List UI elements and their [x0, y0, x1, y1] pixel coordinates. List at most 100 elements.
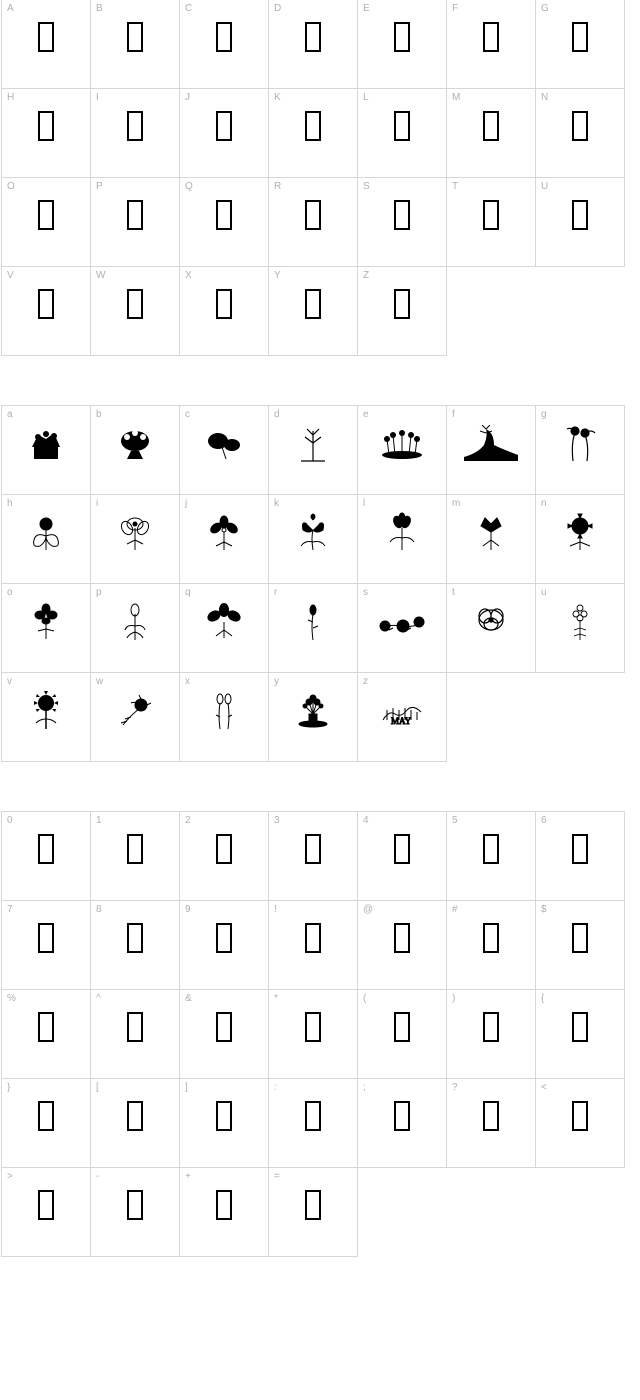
- char-label: 7: [7, 904, 13, 915]
- glyph-cell: !: [268, 900, 358, 990]
- glyph-cell: W: [90, 266, 180, 356]
- char-label: }: [7, 1082, 10, 1093]
- glyph-cell: l: [357, 494, 447, 584]
- glyph-cell: L: [357, 88, 447, 178]
- glyph-cell: t: [446, 583, 536, 673]
- glyph-cell: j: [179, 494, 269, 584]
- glyph-preview: [105, 12, 165, 62]
- char-label: 2: [185, 815, 191, 826]
- char-label: D: [274, 3, 281, 14]
- missing-glyph-icon: [127, 289, 143, 319]
- glyph-cell: m: [446, 494, 536, 584]
- glyph-cell: r: [268, 583, 358, 673]
- char-label: H: [7, 92, 14, 103]
- glyph-preview: [16, 685, 76, 735]
- glyph-preview: [550, 190, 610, 240]
- plant-z-icon: MAY: [377, 692, 427, 728]
- char-label: {: [541, 993, 544, 1004]
- glyph-preview: [283, 1002, 343, 1052]
- missing-glyph-icon: [38, 289, 54, 319]
- plant-d-icon: [291, 423, 335, 463]
- char-label: B: [96, 3, 103, 14]
- glyph-preview: MAY: [372, 685, 432, 735]
- glyph-cell: K: [268, 88, 358, 178]
- char-label: d: [274, 409, 280, 420]
- missing-glyph-icon: [127, 923, 143, 953]
- char-label: ;: [363, 1082, 366, 1093]
- char-label: h: [7, 498, 13, 509]
- plant-y-icon: [291, 690, 335, 730]
- glyph-preview: [105, 685, 165, 735]
- glyph-preview: [283, 913, 343, 963]
- glyph-preview: [550, 1091, 610, 1141]
- missing-glyph-icon: [483, 111, 499, 141]
- glyph-preview: [461, 1091, 521, 1141]
- plant-b-icon: [113, 425, 157, 461]
- plant-e-icon: [377, 425, 427, 461]
- glyph-preview: [16, 12, 76, 62]
- plant-p-icon: [117, 600, 153, 642]
- glyph-preview: [194, 1091, 254, 1141]
- char-label: G: [541, 3, 549, 14]
- glyph-cell: ^: [90, 989, 180, 1079]
- glyph-cell: 4: [357, 811, 447, 901]
- char-label: 3: [274, 815, 280, 826]
- char-label: m: [452, 498, 460, 509]
- glyph-cell: @: [357, 900, 447, 990]
- plant-u-icon: [563, 600, 597, 642]
- glyph-cell: :: [268, 1078, 358, 1168]
- glyph-cell: y: [268, 672, 358, 762]
- glyph-preview: [283, 12, 343, 62]
- glyph-preview: [461, 824, 521, 874]
- glyph-cell: <: [535, 1078, 625, 1168]
- glyph-cell: D: [268, 0, 358, 89]
- glyph-cell: T: [446, 177, 536, 267]
- missing-glyph-icon: [394, 111, 410, 141]
- missing-glyph-icon: [572, 200, 588, 230]
- glyph-preview: [461, 190, 521, 240]
- char-label: +: [185, 1171, 191, 1182]
- plant-m-icon: [469, 512, 513, 552]
- missing-glyph-icon: [572, 1101, 588, 1131]
- char-label: t: [452, 587, 455, 598]
- char-label: z: [363, 676, 368, 687]
- glyph-preview: [372, 1002, 432, 1052]
- glyph-cell: u: [535, 583, 625, 673]
- char-label: X: [185, 270, 192, 281]
- glyph-preview: [550, 596, 610, 646]
- missing-glyph-icon: [483, 834, 499, 864]
- plant-i-icon: [115, 512, 155, 552]
- glyph-cell: Y: [268, 266, 358, 356]
- missing-glyph-icon: [305, 1190, 321, 1220]
- glyph-preview: [283, 507, 343, 557]
- plant-q-icon: [202, 602, 246, 640]
- char-label: M: [452, 92, 460, 103]
- glyph-cell: g: [535, 405, 625, 495]
- glyph-preview: [283, 596, 343, 646]
- glyph-cell: O: [1, 177, 91, 267]
- glyph-cell: a: [1, 405, 91, 495]
- glyph-cell: 1: [90, 811, 180, 901]
- glyph-preview: [194, 596, 254, 646]
- glyph-cell: S: [357, 177, 447, 267]
- glyph-preview: [105, 1180, 165, 1230]
- glyph-cell: x: [179, 672, 269, 762]
- glyph-preview: [105, 596, 165, 646]
- missing-glyph-icon: [572, 22, 588, 52]
- glyph-cell: F: [446, 0, 536, 89]
- char-label: w: [96, 676, 103, 687]
- char-label: [: [96, 1082, 99, 1093]
- missing-glyph-icon: [216, 289, 232, 319]
- glyph-preview: [194, 279, 254, 329]
- char-label: F: [452, 3, 458, 14]
- glyph-preview: [16, 279, 76, 329]
- char-label: J: [185, 92, 190, 103]
- missing-glyph-icon: [305, 1101, 321, 1131]
- glyph-cell: J: [179, 88, 269, 178]
- char-label: >: [7, 1171, 13, 1182]
- char-label: &: [185, 993, 192, 1004]
- section-symbols: 0123456789!@#$%^&*(){}[]:;?<>-+=: [2, 812, 638, 1257]
- missing-glyph-icon: [38, 200, 54, 230]
- char-label: U: [541, 181, 548, 192]
- glyph-preview: [105, 824, 165, 874]
